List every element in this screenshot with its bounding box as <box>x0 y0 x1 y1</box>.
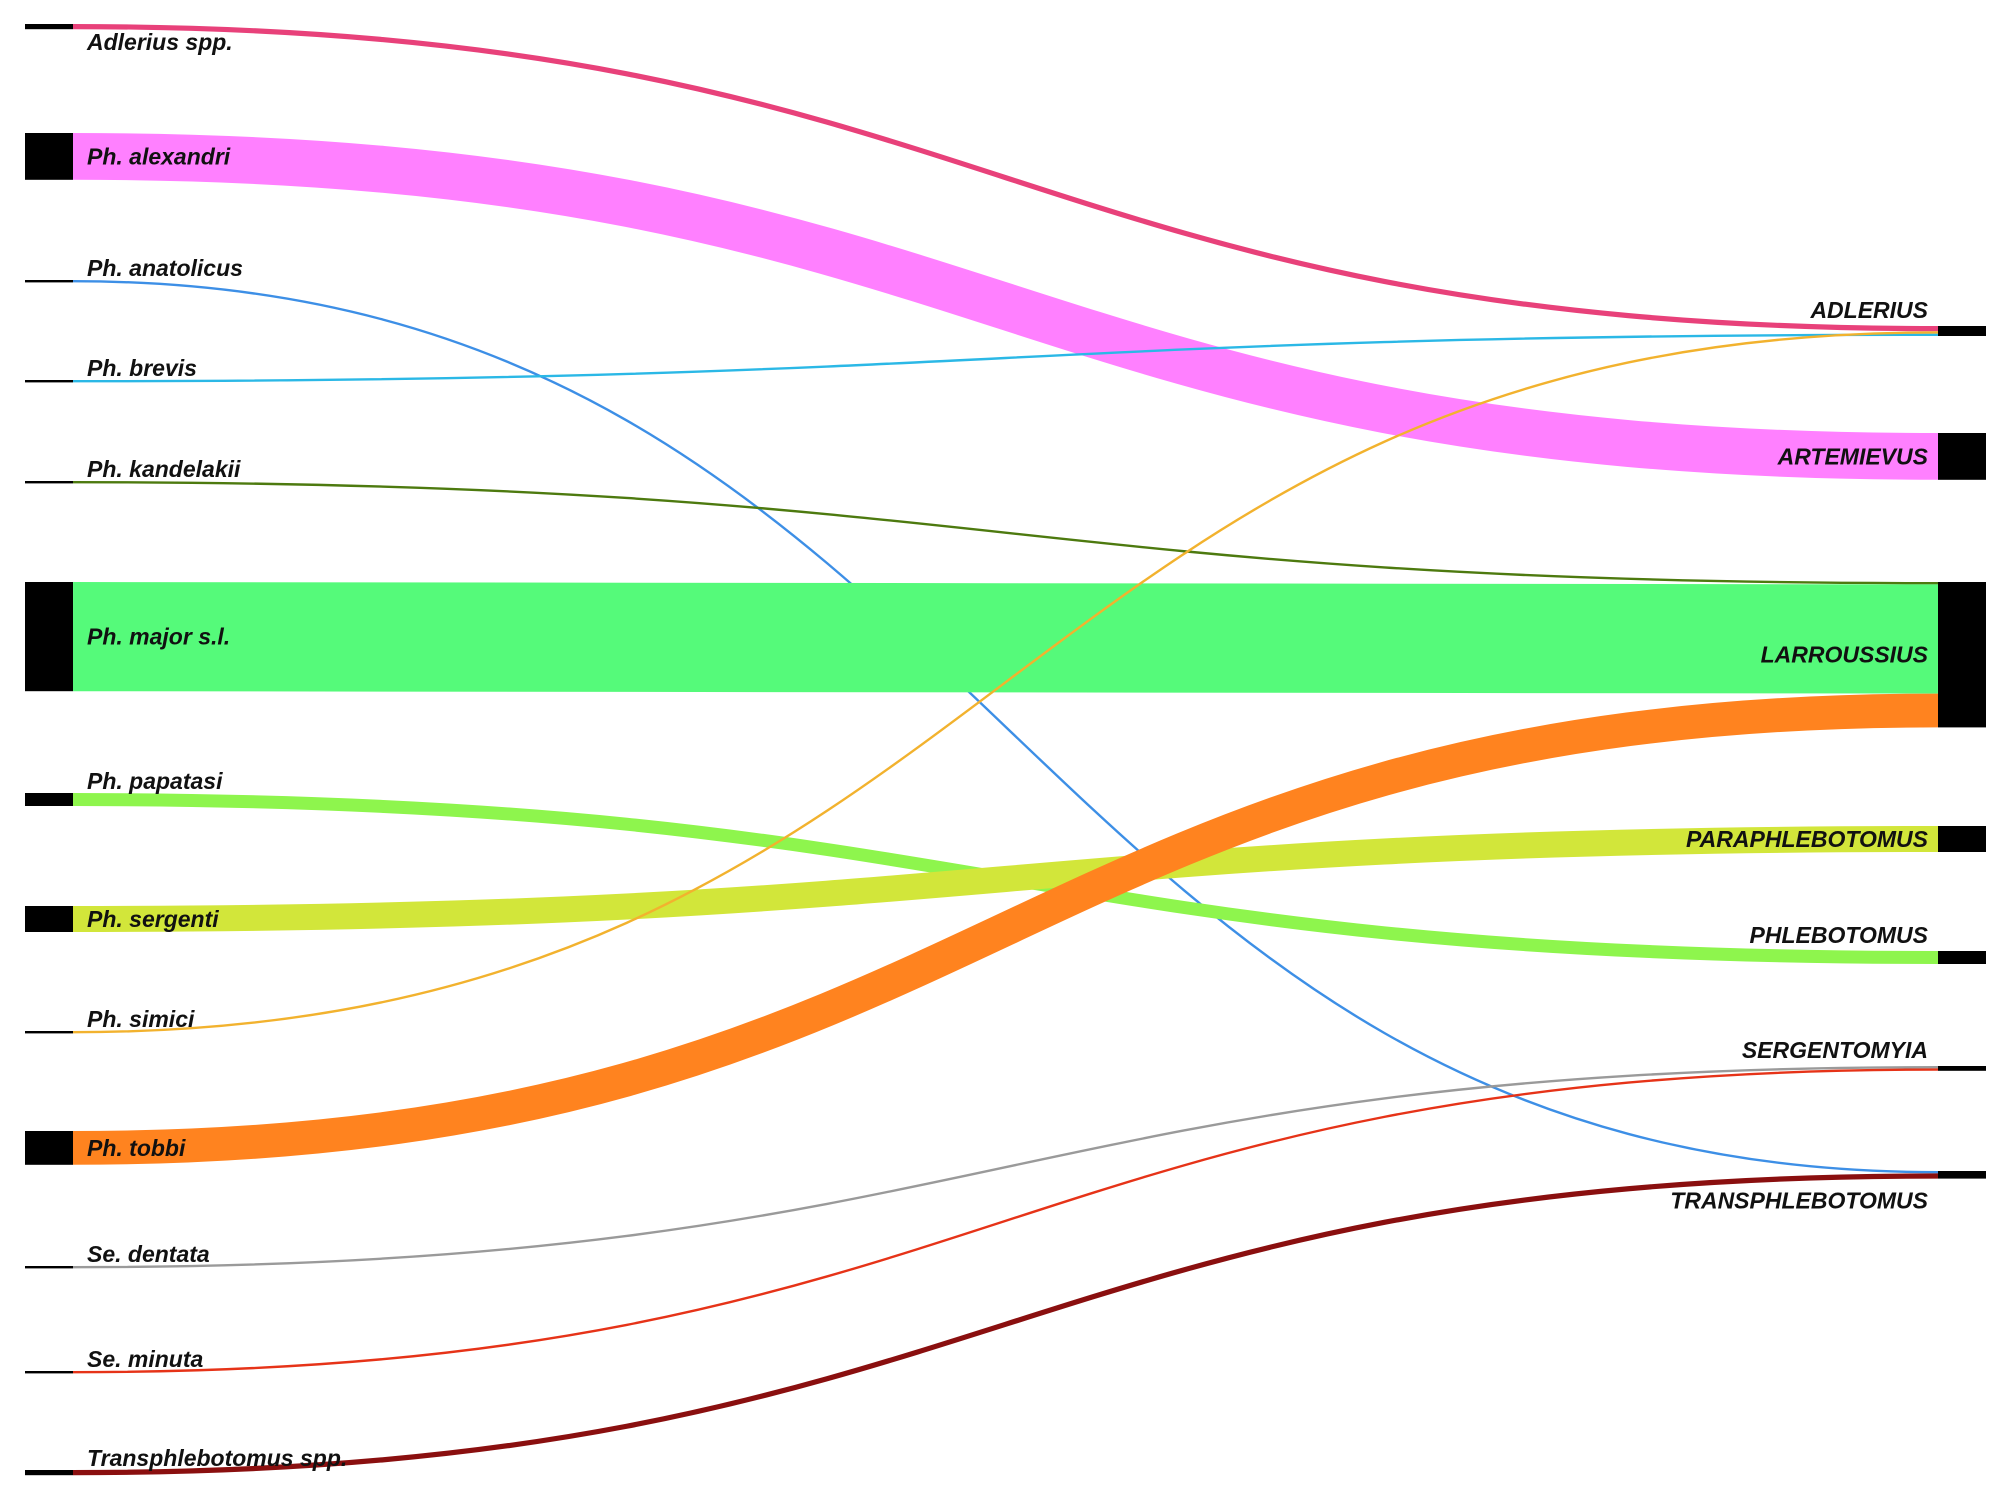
node-adlerius <box>1938 326 1986 336</box>
label-ph-brevis: Ph. brevis <box>87 355 197 381</box>
sankey-labels: Adlerius spp. Ph. alexandri Ph. anatolicus… <box>86 29 1929 1471</box>
link-se-dentata-to-sergentomyia <box>72 1066 1939 1269</box>
link-ph-anatolicus-to-transphlebotomus <box>72 280 1939 1174</box>
node-ph-simici <box>25 1031 73 1034</box>
label-paraphlebotomus: PARAPHLEBOTOMUS <box>1686 826 1929 852</box>
label-ph-papatasi: Ph. papatasi <box>87 768 223 794</box>
label-ph-kandelakii: Ph. kandelakii <box>87 456 241 482</box>
label-ph-simici: Ph. simici <box>87 1006 195 1032</box>
node-ph-major <box>25 582 73 692</box>
node-se-minuta <box>25 1371 73 1374</box>
label-sergentomyia: SERGENTOMYIA <box>1742 1037 1928 1063</box>
label-artemievus: ARTEMIEVUS <box>1777 443 1929 469</box>
node-ph-anatolicus <box>25 280 73 283</box>
node-ph-alexandri <box>25 133 73 180</box>
label-transphlebotomus: TRANSPHLEBOTOMUS <box>1670 1188 1928 1214</box>
node-larroussius <box>1938 582 1986 728</box>
link-se-minuta-to-sergentomyia <box>72 1068 1939 1374</box>
link-ph-alexandri-to-artemievus <box>72 133 1939 480</box>
node-ph-papatasi <box>25 793 73 806</box>
label-larroussius: LARROUSSIUS <box>1761 642 1929 668</box>
node-adlerius-spp <box>25 24 73 30</box>
node-ph-tobbi <box>25 1131 73 1165</box>
sankey-nodes <box>25 24 1986 1476</box>
link-transphlebotomus-spp-to-transphlebotomus <box>72 1173 1939 1476</box>
node-ph-brevis <box>25 380 73 383</box>
node-paraphlebotomus <box>1938 826 1986 852</box>
node-sergentomyia <box>1938 1066 1986 1071</box>
node-phlebotomus <box>1938 951 1986 964</box>
node-se-dentata <box>25 1266 73 1269</box>
label-se-dentata: Se. dentata <box>87 1241 210 1267</box>
link-ph-tobbi-to-larroussius <box>72 693 1939 1165</box>
label-ph-major: Ph. major s.l. <box>87 624 230 650</box>
sankey-links <box>72 24 1939 1476</box>
label-ph-alexandri: Ph. alexandri <box>87 143 231 169</box>
label-transphlebotomus-spp: Transphlebotomus spp. <box>87 1445 347 1471</box>
node-artemievus <box>1938 433 1986 480</box>
link-ph-kandelakii-to-larroussius <box>72 481 1939 585</box>
node-ph-sergenti <box>25 906 73 932</box>
label-adlerius-spp: Adlerius spp. <box>86 29 233 55</box>
label-phlebotomus: PHLEBOTOMUS <box>1750 922 1929 948</box>
link-ph-sergenti-to-paraphlebotomus <box>72 826 1939 932</box>
label-ph-anatolicus: Ph. anatolicus <box>87 255 243 281</box>
node-transphlebotomus-spp <box>25 1470 73 1476</box>
node-ph-kandelakii <box>25 481 73 484</box>
link-adlerius-spp-to-adlerius <box>72 24 1939 332</box>
link-ph-major-to-larroussius <box>72 582 1939 694</box>
label-adlerius: ADLERIUS <box>1809 297 1928 323</box>
label-se-minuta: Se. minuta <box>87 1346 204 1372</box>
link-ph-brevis-to-adlerius <box>72 333 1939 383</box>
label-ph-sergenti: Ph. sergenti <box>87 906 219 932</box>
link-ph-simici-to-adlerius <box>72 331 1939 1034</box>
label-ph-tobbi: Ph. tobbi <box>87 1135 186 1161</box>
node-transphlebotomus <box>1938 1171 1986 1179</box>
